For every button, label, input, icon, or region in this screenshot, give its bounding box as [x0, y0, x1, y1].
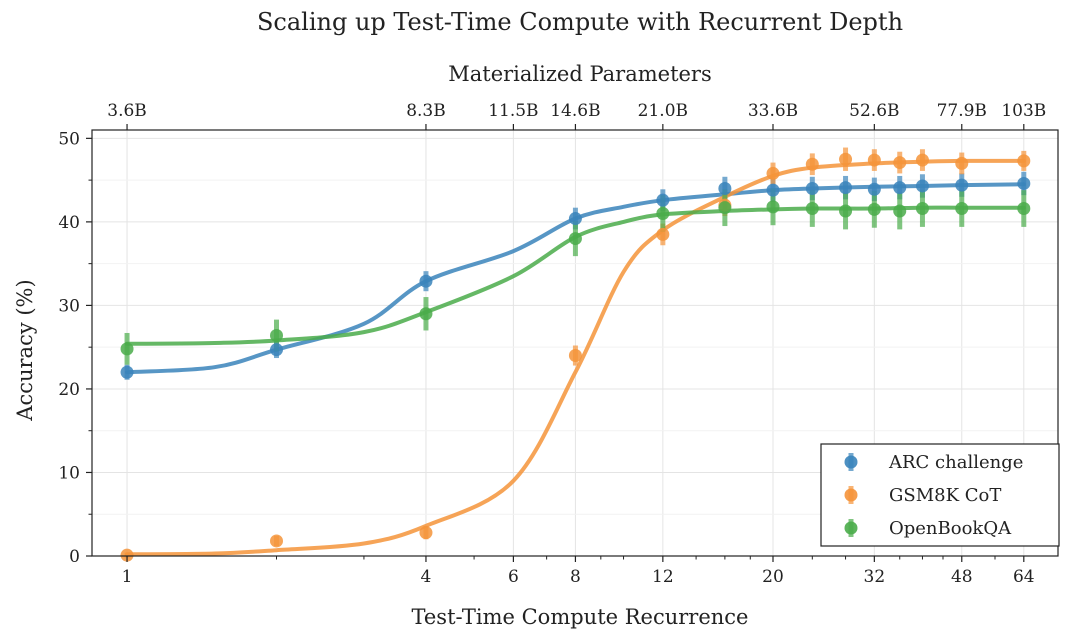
point-openbookqa — [120, 342, 134, 356]
x-tick-label: 48 — [951, 567, 973, 587]
x-tick-label: 8 — [570, 567, 581, 587]
point-openbookqa — [893, 204, 907, 218]
point-gsm8k-cot — [867, 153, 881, 167]
fit-line-arc-challenge — [125, 182, 1026, 375]
top-tick-label: 14.6B — [550, 101, 600, 121]
chart-title: Scaling up Test-Time Compute with Recurr… — [257, 8, 903, 36]
point-arc-challenge — [568, 212, 582, 226]
x-tick-label: 1 — [122, 567, 133, 587]
top-tick-label: 3.6B — [107, 101, 147, 121]
top-axis-label: Materialized Parameters — [448, 62, 712, 86]
point-arc-challenge — [915, 179, 929, 193]
y-axis-label: Accuracy (%) — [13, 279, 37, 421]
legend-marker-gsm8k-cot — [844, 488, 858, 502]
point-arc-challenge — [955, 178, 969, 192]
point-openbookqa — [419, 307, 433, 321]
point-gsm8k-cot — [419, 526, 433, 540]
legend: ARC challenge GSM8K CoT OpenBookQA — [820, 443, 1060, 547]
point-openbookqa — [805, 202, 819, 216]
y-tick-label: 40 — [58, 213, 80, 233]
point-openbookqa — [270, 328, 284, 342]
x-tick-label: 64 — [1013, 567, 1035, 587]
x-tick-label: 32 — [864, 567, 886, 587]
point-arc-challenge — [766, 183, 780, 197]
top-tick-label: 8.3B — [406, 101, 446, 121]
top-tick-label: 103B — [1001, 101, 1046, 121]
point-gsm8k-cot — [656, 227, 670, 241]
fit-line-openbookqa — [125, 205, 1026, 346]
point-arc-challenge — [718, 181, 732, 195]
point-openbookqa — [568, 232, 582, 246]
point-arc-challenge — [270, 343, 284, 357]
legend-marker-openbookqa — [844, 521, 858, 535]
point-gsm8k-cot — [915, 153, 929, 167]
top-tick-label: 52.6B — [849, 101, 899, 121]
top-tick-label: 11.5B — [488, 101, 538, 121]
x-tick-label: 12 — [652, 567, 674, 587]
point-gsm8k-cot — [766, 166, 780, 180]
point-openbookqa — [656, 207, 670, 221]
point-gsm8k-cot — [270, 534, 284, 548]
point-gsm8k-cot — [120, 548, 134, 562]
point-openbookqa — [915, 202, 929, 216]
fit-curves — [125, 158, 1026, 557]
y-tick-label: 30 — [58, 296, 80, 316]
point-arc-challenge — [120, 365, 134, 379]
point-openbookqa — [1017, 202, 1031, 216]
point-openbookqa — [718, 201, 732, 215]
point-openbookqa — [955, 202, 969, 216]
point-gsm8k-cot — [955, 156, 969, 170]
x-tick-label: 4 — [421, 567, 432, 587]
y-tick-label: 0 — [69, 547, 80, 567]
point-gsm8k-cot — [893, 156, 907, 170]
x-tick-label: 6 — [508, 567, 519, 587]
y-tick-label: 10 — [58, 463, 80, 483]
point-arc-challenge — [893, 181, 907, 195]
data-points — [120, 152, 1031, 562]
legend-label-arc-challenge: ARC challenge — [888, 452, 1023, 473]
point-arc-challenge — [656, 193, 670, 207]
legend-label-gsm8k-cot: GSM8K CoT — [889, 485, 1001, 506]
legend-label-openbookqa: OpenBookQA — [889, 518, 1012, 539]
legend-box — [820, 443, 1060, 547]
axes: 1 4 6 8 12 20 32 48 64 0 10 20 30 40 50 3.6B 8.3B 11.5B 14… — [58, 101, 1059, 587]
x-tick-label: 20 — [762, 567, 784, 587]
point-arc-challenge — [839, 181, 853, 195]
top-tick-label: 77.9B — [937, 101, 987, 121]
x-axis-label: Test-Time Compute Recurrence — [412, 605, 749, 629]
point-openbookqa — [839, 204, 853, 218]
point-gsm8k-cot — [1017, 154, 1031, 168]
y-tick-label: 20 — [58, 380, 80, 400]
legend-marker-arc-challenge — [844, 455, 858, 469]
top-tick-label: 21.0B — [638, 101, 688, 121]
point-gsm8k-cot — [805, 157, 819, 171]
point-arc-challenge — [867, 182, 881, 196]
point-arc-challenge — [1017, 176, 1031, 190]
fit-line-gsm8k-cot — [125, 158, 1026, 557]
point-arc-challenge — [805, 181, 819, 195]
top-tick-label: 33.6B — [748, 101, 798, 121]
point-openbookqa — [766, 200, 780, 214]
point-arc-challenge — [419, 274, 433, 288]
y-tick-label: 50 — [58, 129, 80, 149]
point-openbookqa — [867, 202, 881, 216]
point-gsm8k-cot — [839, 152, 853, 166]
point-gsm8k-cot — [568, 349, 582, 363]
